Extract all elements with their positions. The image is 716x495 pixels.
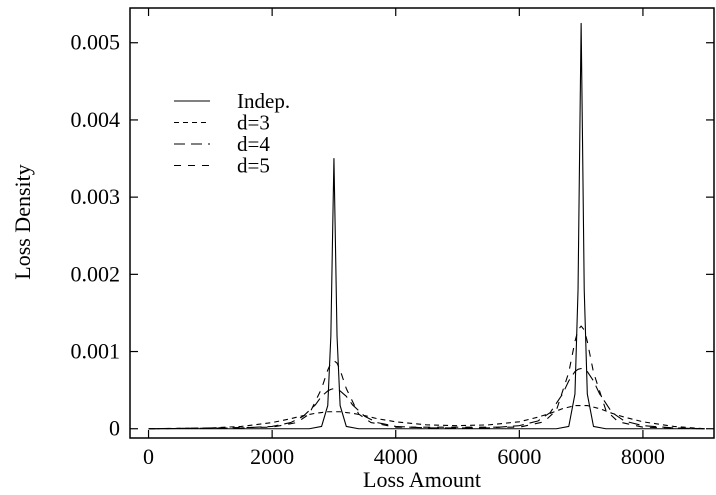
legend-label-2: d=3 [237,111,270,135]
x-axis-title: Loss Amount [363,467,481,492]
x-tick-label: 4000 [374,444,418,469]
y-tick-label: 0.004 [71,107,121,132]
series-line-1 [148,22,705,430]
series-line-2 [148,405,705,430]
y-tick-label: 0 [109,416,120,441]
x-tick-label: 2000 [250,444,294,469]
y-axis-title: Loss Density [10,164,35,280]
y-tick-label: 0.001 [71,339,121,364]
legend-label-1: Indep. [237,89,290,113]
series-group [148,22,705,430]
x-axis-ticks: 0 2000 4000 6000 8000 [143,8,665,469]
legend-label-3: d=4 [237,132,270,156]
series-line-3 [148,367,705,430]
y-tick-label: 0.003 [71,184,121,209]
y-axis-ticks: 0 0.001 0.002 0.003 0.004 0.005 [71,30,714,441]
y-tick-label: 0.005 [71,30,121,55]
legend-label-4: d=5 [237,154,270,178]
plot-frame [129,7,715,439]
x-tick-label: 6000 [497,444,541,469]
x-tick-label: 0 [143,444,154,469]
y-tick-label: 0.002 [71,261,121,286]
legend: Indep.d=3d=4d=5 [174,89,290,178]
x-tick-label: 8000 [621,444,665,469]
series-line-4 [148,325,705,430]
